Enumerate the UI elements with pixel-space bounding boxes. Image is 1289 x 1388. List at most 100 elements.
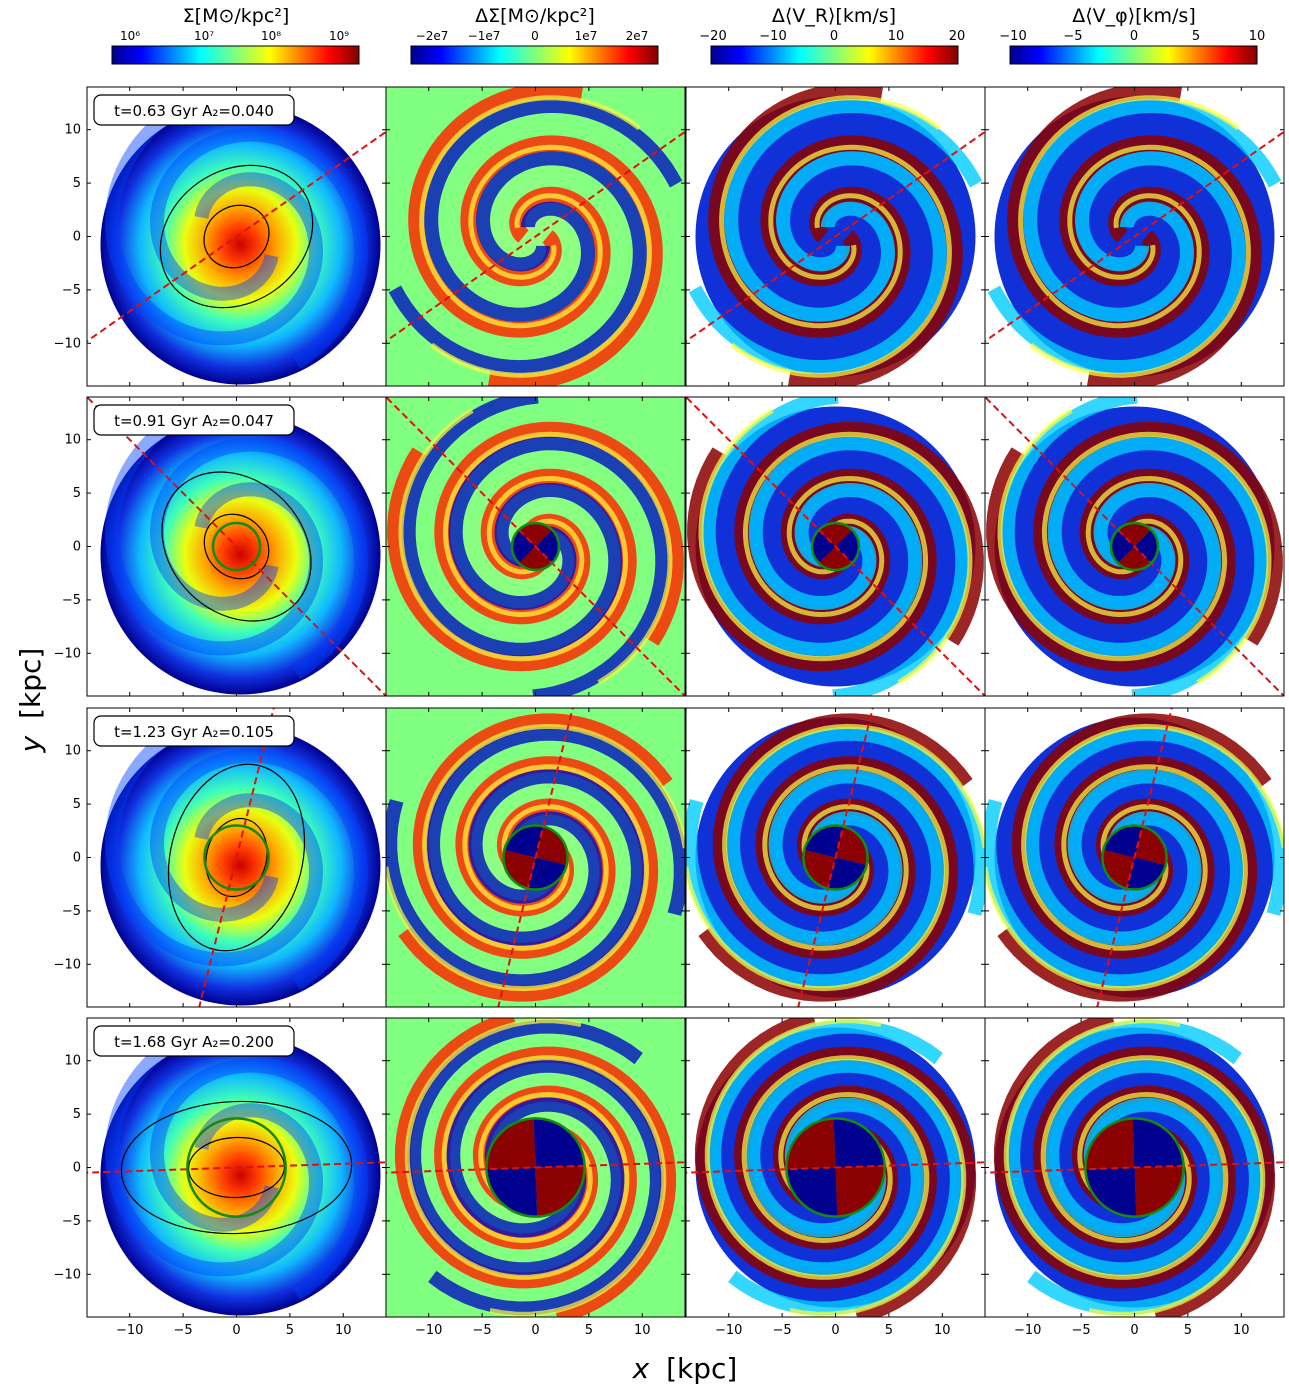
x-tick-label: 0 (1130, 1323, 1138, 1338)
residual-arm (698, 408, 929, 662)
panel-vphi-residual-row4 (985, 1018, 1284, 1317)
y-tick-label: 10 (64, 744, 81, 759)
panel-vphi-residual-row1 (985, 87, 1284, 386)
residual-arm (701, 397, 923, 657)
residual-arm (448, 436, 670, 696)
bar-major-axis-line (797, 708, 874, 1007)
spiral-arm (149, 127, 369, 369)
colorbar-delta-vr-tick: −10 (759, 29, 786, 44)
y-tick-label: 0 (73, 851, 81, 866)
bar-quadrant (1134, 1165, 1184, 1217)
panel-vr-residual-row3 (686, 708, 985, 1007)
colorbar-sigma-tick: 10⁶ (120, 29, 140, 43)
density-disc (100, 725, 381, 1006)
time-a2-box (93, 94, 295, 126)
y-axis-label-unit: [kpc] (14, 648, 47, 719)
residual-arm (398, 408, 629, 662)
bar-quadrant (818, 546, 853, 570)
bar-major-axis-line (985, 130, 1284, 343)
residual-arm (730, 144, 952, 378)
bar-quadrant (804, 825, 844, 858)
bar-radius-circle (485, 1117, 586, 1218)
svg-text:y [kpc]: y [kpc] (14, 648, 47, 754)
panel-density-row3 (87, 708, 386, 1007)
residual-arm (742, 431, 973, 685)
x-tick-label: 5 (585, 1323, 593, 1338)
colorbar-delta-sigma-title: ΔΣ[M⊙/kpc²] (475, 5, 595, 27)
bar-quadrant (1134, 826, 1167, 866)
bar-quadrant (803, 849, 836, 889)
y-tick-label: −10 (54, 957, 81, 972)
x-tick-label: −10 (1014, 1323, 1041, 1338)
bar-quadrant (827, 857, 867, 890)
residual-arm (419, 95, 641, 329)
colorbar-delta-vphi-title: Δ⟨V_φ⟩[km/s] (1072, 5, 1196, 27)
x-axis-label-symbol: x (632, 1352, 650, 1385)
colorbar-delta-vphi-tick: 0 (1130, 29, 1138, 44)
time-a2-box (93, 1025, 295, 1057)
bar-quadrant (1134, 529, 1158, 564)
colorbar-sigma-tick: 10⁹ (329, 29, 349, 43)
bar-quadrant (486, 1118, 536, 1170)
bar-major-axis-line (386, 130, 685, 343)
y-tick-label: 5 (73, 486, 81, 501)
colorbar-sigma-title: Σ[M⊙/kpc²] (183, 5, 290, 27)
colorbar-delta-sigma-bar (410, 45, 659, 65)
bar-quadrant (835, 529, 859, 564)
residual-arm (722, 723, 985, 951)
bar-major-axis-line (87, 130, 386, 343)
colorbar-delta-sigma-tick: −2e7 (416, 29, 449, 43)
colorbar-sigma-tick: 10⁸ (261, 29, 281, 43)
bar-quadrant (833, 1118, 885, 1168)
x-tick-label: 0 (232, 1323, 240, 1338)
bar-quadrant (503, 849, 536, 889)
residual-arm (686, 764, 949, 992)
panel-density-residual-row1 (386, 87, 685, 386)
bar-major-axis-line (985, 1161, 1284, 1174)
residual-arm (426, 726, 685, 946)
x-tick-label: −5 (773, 1323, 792, 1338)
bar-major-axis-line (87, 397, 386, 696)
colorbar-sigma-bar (111, 45, 360, 65)
residual-arm (388, 151, 647, 375)
bar-major-axis-line (686, 130, 985, 343)
residual-arm (430, 144, 652, 378)
bar-quadrant (486, 1167, 538, 1217)
residual-arm (442, 431, 673, 685)
y-tick-label: −5 (62, 904, 81, 919)
x-tick-label: 5 (885, 1323, 893, 1338)
residual-arm (386, 769, 645, 989)
bar-quadrant (812, 529, 836, 564)
colorbar-sigma: Σ[M⊙/kpc²] 10⁶ 10⁷ 10⁸ 10⁹ (111, 5, 360, 65)
y-tick-label: 10 (64, 1054, 81, 1069)
colorbar-delta-vphi-tick: 5 (1192, 29, 1200, 44)
time-a2-label: t=0.91 Gyr A₂=0.047 (114, 412, 274, 430)
y-tick-label: 0 (73, 230, 81, 245)
panel-density-residual-row4 (386, 1018, 685, 1317)
bar-quadrant (1102, 849, 1135, 889)
panel-vr-residual-row1 (686, 87, 985, 386)
bar-major-axis-line (985, 397, 1284, 696)
x-tick-label: 10 (1233, 1323, 1250, 1338)
spiral-arm (149, 1058, 369, 1300)
x-tick-label: −10 (116, 1323, 143, 1338)
residual-arm (985, 764, 1248, 992)
residual-arm (748, 436, 970, 696)
residual-arm (1023, 98, 1282, 322)
bar-quadrant (1132, 1118, 1184, 1168)
y-tick-label: −5 (62, 283, 81, 298)
residual-arm (985, 769, 1244, 989)
spiral-arm (149, 437, 369, 679)
time-a2-label: t=0.63 Gyr A₂=0.040 (114, 102, 274, 120)
bar-quadrant (535, 826, 568, 866)
residual-arm (1029, 144, 1251, 378)
residual-arm (688, 151, 947, 375)
bar-radius-circle (1109, 521, 1160, 572)
bar-radius-circle (802, 824, 869, 891)
x-tick-label: 0 (831, 1323, 839, 1338)
colorbar-delta-vr-tick: −20 (699, 29, 726, 44)
spiral-arm (149, 748, 369, 990)
bar-quadrant (504, 825, 544, 858)
bar-quadrant (533, 1118, 585, 1168)
bar-quadrant (1111, 529, 1135, 564)
